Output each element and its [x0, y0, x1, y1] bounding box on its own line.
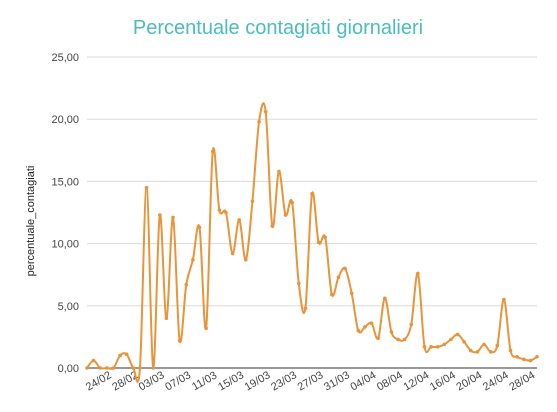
data-point — [521, 357, 526, 362]
data-point — [105, 366, 109, 370]
data-point — [151, 366, 155, 370]
data-point — [257, 119, 261, 124]
data-point — [290, 200, 294, 205]
data-point — [535, 355, 539, 359]
data-point — [177, 338, 182, 343]
x-tick-label: 11/03 — [190, 370, 219, 394]
data-point — [515, 355, 519, 359]
data-point — [191, 257, 195, 262]
data-point — [442, 342, 447, 347]
data-point — [164, 316, 169, 321]
data-point — [488, 350, 493, 354]
data-point — [270, 224, 275, 228]
x-tick-label: 19/03 — [243, 369, 273, 393]
x-tick-label: 20/04 — [454, 369, 484, 393]
data-point — [210, 149, 215, 154]
data-point — [323, 235, 328, 240]
data-point — [396, 337, 400, 342]
data-point — [508, 348, 513, 353]
data-point — [91, 358, 96, 363]
chart-title: Percentuale contagiati giornalieri — [133, 17, 423, 39]
data-point — [502, 297, 506, 302]
y-tick-label: 20,00 — [51, 114, 79, 126]
data-point — [230, 251, 235, 256]
data-point — [376, 336, 380, 340]
data-point — [296, 281, 301, 286]
data-point — [204, 326, 208, 330]
data-point — [349, 291, 354, 296]
data-point — [389, 330, 394, 334]
x-tick-label: 27/03 — [296, 369, 326, 393]
data-point — [118, 353, 122, 358]
data-point — [435, 345, 440, 349]
data-point — [303, 306, 308, 311]
series-line — [86, 102, 538, 383]
data-points — [85, 109, 539, 370]
data-point — [111, 366, 116, 370]
data-point — [449, 337, 453, 342]
data-point — [98, 366, 103, 370]
x-tick-label: 24/02 — [84, 369, 114, 393]
x-tick-label: 16/04 — [428, 369, 458, 393]
data-point — [138, 366, 142, 370]
data-point — [330, 292, 334, 297]
data-point — [85, 366, 89, 370]
data-point — [462, 340, 467, 344]
data-point — [283, 213, 288, 217]
data-point — [482, 342, 486, 347]
data-point — [495, 343, 500, 348]
data-point — [217, 208, 222, 212]
y-tick-label: 15,00 — [51, 176, 79, 188]
data-point — [250, 199, 255, 204]
x-tick-label: 23/03 — [269, 369, 299, 393]
data-point — [382, 296, 387, 301]
data-point — [316, 240, 321, 245]
data-point — [237, 218, 242, 222]
data-point — [277, 169, 281, 174]
data-point — [369, 321, 374, 326]
data-point — [197, 225, 202, 230]
data-point — [184, 282, 189, 287]
data-point — [455, 332, 460, 337]
data-point — [131, 366, 136, 370]
gridlines — [87, 56, 537, 307]
data-point — [157, 213, 162, 217]
y-tick-label: 0,00 — [58, 363, 79, 375]
data-point — [124, 352, 129, 357]
x-tick-label: 24/04 — [481, 369, 511, 393]
x-tick-label: 31/03 — [322, 369, 352, 393]
data-point — [363, 325, 367, 329]
y-tick-label: 5,00 — [58, 301, 79, 313]
x-axis-ticks: 24/0228/0203/0307/0311/0315/0319/0323/03… — [84, 369, 537, 393]
y-tick-label: 25,00 — [51, 52, 79, 64]
data-point — [528, 358, 533, 363]
data-point — [422, 345, 427, 349]
data-point — [144, 185, 149, 190]
x-tick-label: 07/03 — [163, 369, 193, 393]
data-point — [244, 257, 248, 262]
data-point — [224, 210, 228, 215]
x-tick-label: 03/03 — [137, 369, 167, 393]
data-point — [475, 350, 480, 354]
x-tick-label: 15/03 — [216, 369, 246, 393]
x-tick-label: 08/04 — [375, 369, 405, 393]
y-axis-ticks: 0,00 5,00 10,00 15,00 20,00 25,00 — [51, 52, 79, 375]
x-tick-label: 12/04 — [401, 369, 431, 393]
y-axis-label: percentuale_contagiati — [25, 166, 37, 277]
data-point — [356, 328, 361, 333]
x-tick-label: 28/04 — [507, 369, 537, 393]
x-tick-label: 04/04 — [349, 369, 379, 393]
y-tick-label: 10,00 — [51, 239, 79, 251]
data-point — [310, 192, 314, 196]
data-point — [343, 266, 347, 271]
data-point — [429, 345, 433, 349]
data-point — [336, 275, 341, 279]
data-point — [469, 348, 473, 353]
data-point — [402, 337, 407, 342]
data-point — [171, 215, 175, 220]
data-point — [263, 109, 268, 114]
data-point — [416, 271, 420, 276]
data-point — [409, 322, 414, 327]
